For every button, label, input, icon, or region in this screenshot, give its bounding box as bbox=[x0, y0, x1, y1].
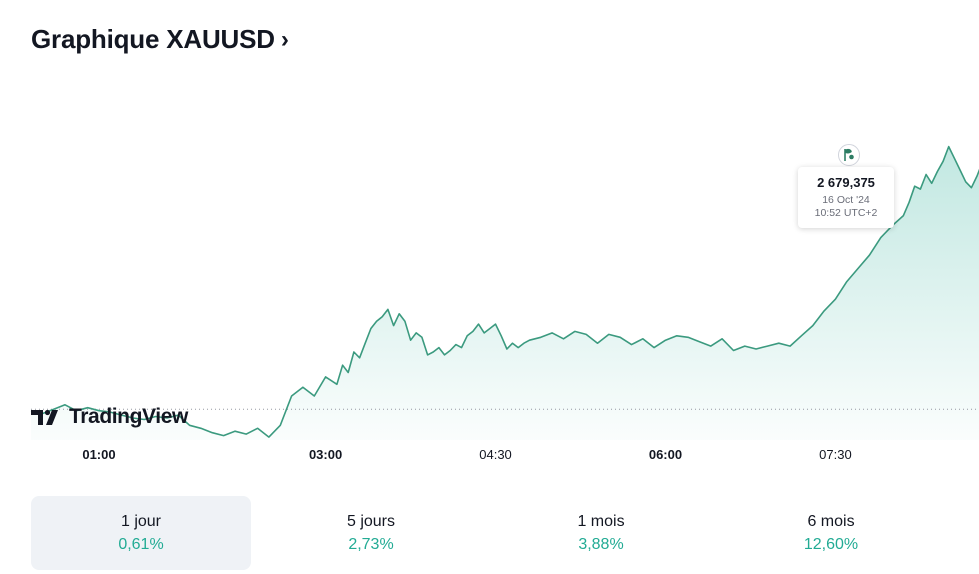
period-selector: 1 jour 0,61% 5 jours 2,73% 1 mois 3,88% … bbox=[31, 496, 941, 570]
earnings-flag-marker[interactable] bbox=[838, 144, 860, 166]
period-change: 2,73% bbox=[348, 536, 394, 553]
period-change: 12,60% bbox=[803, 536, 859, 553]
chart-title-link[interactable]: Graphique XAUUSD › bbox=[31, 24, 289, 55]
price-area-fill bbox=[31, 146, 979, 440]
period-change: 0,61% bbox=[118, 536, 164, 553]
tradingview-wordmark: TradingView bbox=[69, 405, 188, 428]
period-1-day[interactable]: 1 jour 0,61% bbox=[31, 496, 251, 570]
x-tick-label: 03:00 bbox=[309, 447, 342, 462]
x-tick-label: 01:00 bbox=[82, 447, 115, 462]
period-5-days[interactable]: 5 jours 2,73% bbox=[261, 496, 481, 570]
period-label: 1 jour bbox=[120, 513, 162, 530]
x-tick-label: 07:30 bbox=[819, 447, 852, 462]
period-label: 1 mois bbox=[577, 513, 625, 530]
period-label: 5 jours bbox=[346, 513, 396, 530]
period-label: 6 mois bbox=[807, 513, 855, 530]
price-tooltip: 2 679,375 16 Oct '24 10:52 UTC+2 bbox=[798, 167, 894, 228]
period-change: 3,88% bbox=[578, 536, 624, 553]
tradingview-logo[interactable]: TradingView bbox=[31, 405, 188, 429]
flag-icon bbox=[844, 148, 854, 161]
tooltip-price: 2 679,375 bbox=[817, 175, 875, 190]
tradingview-logo-icon bbox=[31, 409, 58, 425]
period-1-month[interactable]: 1 mois 3,88% bbox=[491, 496, 711, 570]
chart-title: Graphique XAUUSD bbox=[31, 24, 275, 54]
period-6-months[interactable]: 6 mois 12,60% bbox=[721, 496, 941, 570]
x-tick-label: 06:00 bbox=[649, 447, 682, 462]
tooltip-date: 16 Oct '24 bbox=[822, 194, 870, 206]
price-line bbox=[30, 145, 979, 438]
x-tick-label: 04:30 bbox=[479, 447, 512, 462]
chevron-right-icon: › bbox=[280, 25, 289, 53]
tooltip-time: 10:52 UTC+2 bbox=[814, 207, 878, 219]
